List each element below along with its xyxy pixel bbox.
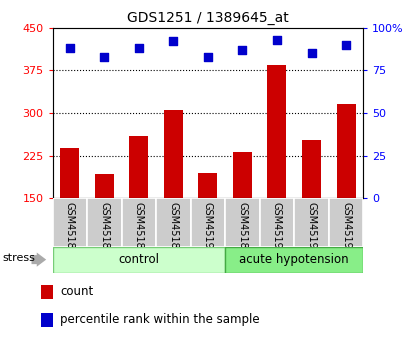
FancyBboxPatch shape (294, 198, 329, 247)
Text: percentile rank within the sample: percentile rank within the sample (60, 313, 260, 326)
Text: acute hypotension: acute hypotension (239, 253, 349, 266)
Text: GSM45186: GSM45186 (99, 202, 109, 255)
FancyBboxPatch shape (260, 198, 294, 247)
FancyBboxPatch shape (156, 198, 191, 247)
Bar (95, 174, 114, 198)
FancyBboxPatch shape (225, 247, 363, 273)
Text: count: count (60, 285, 94, 298)
Bar (302, 140, 321, 198)
FancyBboxPatch shape (52, 198, 87, 247)
Text: GSM45184: GSM45184 (65, 202, 75, 255)
Text: GSM45190: GSM45190 (272, 202, 282, 255)
FancyBboxPatch shape (191, 198, 225, 247)
Point (343, 42, 349, 48)
Text: control: control (118, 253, 159, 266)
FancyBboxPatch shape (121, 198, 156, 247)
Text: GSM45187: GSM45187 (134, 202, 144, 255)
Text: stress: stress (3, 253, 36, 263)
Point (101, 54, 108, 59)
Bar (164, 110, 183, 198)
Text: GSM45189: GSM45189 (168, 202, 178, 255)
FancyBboxPatch shape (329, 198, 363, 247)
Bar (233, 152, 252, 198)
FancyBboxPatch shape (87, 198, 121, 247)
Bar (41, 313, 53, 327)
Bar (129, 136, 148, 198)
Point (136, 45, 142, 51)
Text: GSM45188: GSM45188 (237, 202, 247, 255)
Title: GDS1251 / 1389645_at: GDS1251 / 1389645_at (127, 11, 289, 25)
Point (205, 54, 211, 59)
Point (239, 47, 246, 52)
Point (66, 45, 73, 51)
Point (170, 39, 177, 44)
Bar (268, 65, 286, 198)
Bar (336, 105, 356, 198)
FancyArrow shape (32, 253, 46, 267)
Text: GSM45192: GSM45192 (341, 202, 351, 255)
Text: GSM45191: GSM45191 (307, 202, 317, 255)
Point (273, 37, 280, 42)
Text: GSM45193: GSM45193 (203, 202, 213, 255)
Bar (60, 148, 79, 198)
Bar (41, 285, 53, 299)
FancyBboxPatch shape (52, 247, 225, 273)
Point (308, 50, 315, 56)
Bar (198, 173, 218, 198)
FancyBboxPatch shape (225, 198, 260, 247)
